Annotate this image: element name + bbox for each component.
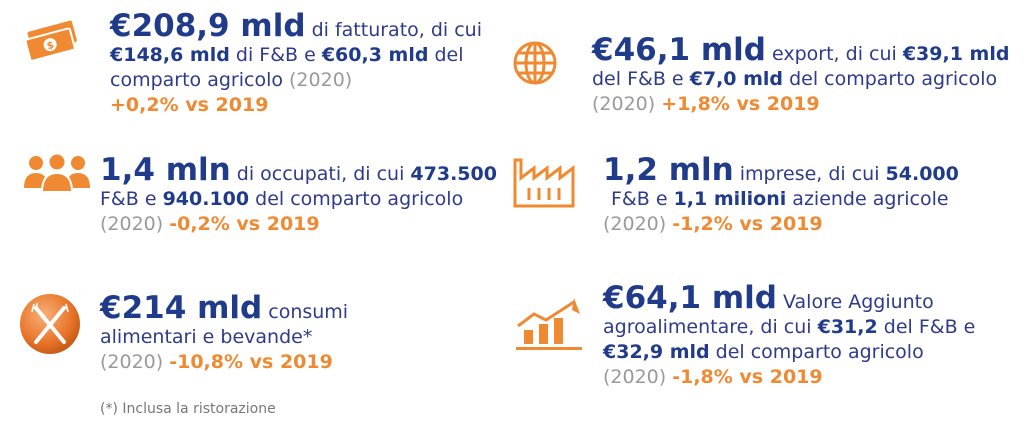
stat-value: €64,1 mld <box>603 280 777 316</box>
footnote: (*) Inclusa la ristorazione <box>100 401 276 417</box>
stat-delta: +1,8% vs 2019 <box>661 93 820 115</box>
fork-knife-icon <box>20 294 80 354</box>
stat-export: €46,1 mld export, di cui €39,1 mld del F… <box>592 32 1010 116</box>
stat-value-added: €64,1 mld Valore Aggiunto agroalimentare… <box>603 280 976 389</box>
stat-delta: -0,2% vs 2019 <box>169 213 320 235</box>
stat-value: 1,4 mln <box>100 152 231 188</box>
globe-icon <box>513 41 557 85</box>
svg-text:$: $ <box>46 40 56 52</box>
stat-employees: 1,4 mln di occupati, di cui 473.500 F&B … <box>100 152 497 236</box>
stat-delta: -10,8% vs 2019 <box>169 351 333 373</box>
stat-delta: -1,8% vs 2019 <box>672 366 823 388</box>
stat-value: 1,2 mln <box>603 152 734 188</box>
growth-chart-icon <box>516 298 582 350</box>
money-icon: $ <box>24 20 77 62</box>
people-icon <box>24 152 90 193</box>
stat-delta: +0,2% vs 2019 <box>110 94 269 116</box>
stat-companies: 1,2 mln imprese, di cui 54.000 F&B e 1,1… <box>603 152 959 236</box>
factory-icon <box>513 158 575 208</box>
stat-revenue: €208,9 mld di fatturato, di cui €148,6 m… <box>110 8 482 117</box>
stat-delta: -1,2% vs 2019 <box>672 213 823 235</box>
stat-value: €214 mld <box>100 290 263 326</box>
stat-value: €46,1 mld <box>592 32 766 68</box>
stat-value: €208,9 mld <box>110 8 306 44</box>
stat-consumption: €214 mld consumi alimentari e bevande* (… <box>100 290 349 374</box>
